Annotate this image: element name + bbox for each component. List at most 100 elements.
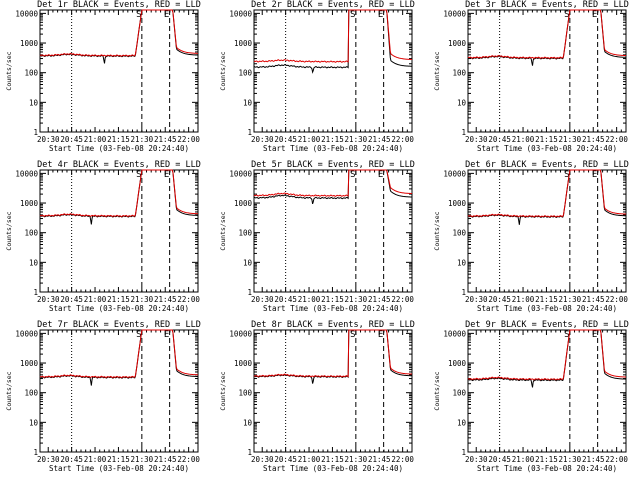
x-axis-label: Start Time (03-Feb-08 20:24:40): [49, 144, 189, 153]
x-tick-label: 21:15: [107, 455, 130, 464]
x-axis-label: Start Time (03-Feb-08 20:24:40): [49, 464, 189, 473]
x-tick-label: 20:30: [251, 455, 274, 464]
x-tick-label: 22:00: [605, 295, 628, 304]
y-axis-label: Counts/sec: [433, 211, 441, 250]
x-tick-label: 21:30: [131, 295, 154, 304]
y-tick-label: 1: [247, 128, 252, 137]
x-tick-label: 20:30: [465, 135, 488, 144]
detector-panel-2: Det 2r BLACK = Events, RED = LLD 1 10 100 10…: [219, 0, 415, 153]
lld-series-line: [39, 329, 199, 379]
y-tick-label: 10000: [229, 329, 252, 338]
y-tick-label: 10: [457, 98, 467, 107]
y-tick-label: 1000: [448, 39, 467, 48]
x-tick-label: 22:00: [605, 455, 628, 464]
detector-panel-8: Det 8r BLACK = Events, RED = LLD 1 10 100 10…: [219, 320, 415, 473]
detector-panel-3: Det 3r BLACK = Events, RED = LLD 1 10 100 10…: [433, 0, 629, 153]
plot-frame: [467, 169, 627, 293]
plot-frame: [39, 329, 199, 453]
panel-title: Det 5r BLACK = Events, RED = LLD: [251, 160, 415, 170]
x-tick-label: 21:30: [559, 455, 582, 464]
x-tick-label: 21:45: [154, 455, 177, 464]
lld-series-line: [467, 169, 627, 218]
events-series-line: [467, 9, 627, 66]
detector-panel-4: Det 4r BLACK = Events, RED = LLD 1 10 100 10…: [5, 160, 201, 313]
end-marker-label: E: [378, 10, 383, 20]
x-tick-label: 21:15: [107, 135, 130, 144]
lld-series-line: [39, 169, 199, 218]
x-tick-label: 21:30: [345, 295, 368, 304]
y-tick-label: 1000: [234, 199, 253, 208]
x-tick-label: 21:00: [512, 455, 535, 464]
y-tick-label: 1: [247, 448, 252, 457]
x-axis-label: Start Time (03-Feb-08 20:24:40): [477, 464, 617, 473]
x-tick-label: 21:00: [84, 455, 107, 464]
panel-title: Det 4r BLACK = Events, RED = LLD: [37, 160, 201, 170]
x-tick-label: 21:00: [512, 295, 535, 304]
events-series-line: [253, 9, 413, 74]
detector-panel-1: Det 1r BLACK = Events, RED = LLD 1 10 100 10…: [5, 0, 201, 153]
y-axis-label: Counts/sec: [5, 51, 13, 90]
lld-series-line: [253, 9, 413, 63]
x-tick-label: 21:45: [582, 455, 605, 464]
lld-series-line: [253, 169, 413, 197]
y-tick-label: 10: [29, 98, 39, 107]
x-tick-label: 20:30: [37, 135, 60, 144]
x-tick-label: 21:15: [107, 295, 130, 304]
lld-series-line: [467, 329, 627, 381]
x-tick-label: 20:45: [488, 295, 511, 304]
x-tick-label: 21:45: [582, 295, 605, 304]
x-tick-label: 21:15: [321, 135, 344, 144]
x-axis-label: Start Time (03-Feb-08 20:24:40): [263, 144, 403, 153]
panel-title: Det 2r BLACK = Events, RED = LLD: [251, 0, 415, 10]
end-marker-label: E: [378, 170, 383, 180]
y-tick-label: 10: [29, 258, 39, 267]
lld-series-line: [253, 329, 413, 378]
x-tick-label: 21:30: [345, 135, 368, 144]
y-tick-label: 10: [29, 418, 39, 427]
x-tick-label: 20:45: [488, 135, 511, 144]
x-tick-label: 21:00: [512, 135, 535, 144]
y-tick-label: 10000: [443, 169, 466, 178]
x-tick-label: 22:00: [391, 455, 414, 464]
y-tick-label: 10000: [15, 169, 38, 178]
y-tick-label: 10000: [15, 9, 38, 18]
x-tick-label: 22:00: [391, 295, 414, 304]
start-marker-label: S: [136, 330, 141, 340]
y-tick-label: 10: [243, 258, 253, 267]
plot-frame: [253, 169, 413, 293]
x-axis-label: Start Time (03-Feb-08 20:24:40): [477, 304, 617, 313]
plot-frame: [253, 329, 413, 453]
x-tick-label: 21:00: [298, 135, 321, 144]
y-tick-label: 1000: [448, 199, 467, 208]
x-tick-label: 21:15: [535, 295, 558, 304]
end-marker-label: E: [164, 10, 169, 20]
y-tick-label: 10: [243, 418, 253, 427]
x-tick-label: 20:30: [37, 295, 60, 304]
x-tick-label: 22:00: [177, 295, 200, 304]
events-series-line: [253, 329, 413, 384]
y-tick-label: 1: [247, 288, 252, 297]
start-marker-label: S: [136, 10, 141, 20]
lld-series-line: [39, 9, 199, 57]
x-tick-label: 20:45: [488, 455, 511, 464]
y-tick-label: 100: [452, 229, 466, 238]
start-marker-label: S: [564, 10, 569, 20]
panel-title: Det 9r BLACK = Events, RED = LLD: [465, 320, 629, 330]
x-tick-label: 21:45: [154, 295, 177, 304]
panel-title: Det 6r BLACK = Events, RED = LLD: [465, 160, 629, 170]
y-tick-label: 1: [461, 448, 466, 457]
y-tick-label: 1000: [20, 359, 39, 368]
x-tick-label: 20:30: [465, 455, 488, 464]
y-tick-label: 1000: [234, 359, 253, 368]
x-tick-label: 21:15: [321, 455, 344, 464]
y-tick-label: 1: [33, 448, 38, 457]
x-tick-label: 20:45: [274, 455, 297, 464]
y-tick-label: 1: [33, 128, 38, 137]
y-tick-label: 10000: [443, 329, 466, 338]
plot-frame: [467, 329, 627, 453]
x-tick-label: 20:30: [251, 295, 274, 304]
y-tick-label: 100: [238, 389, 252, 398]
x-tick-label: 21:15: [535, 455, 558, 464]
x-tick-label: 21:45: [368, 135, 391, 144]
y-axis-label: Counts/sec: [5, 371, 13, 410]
